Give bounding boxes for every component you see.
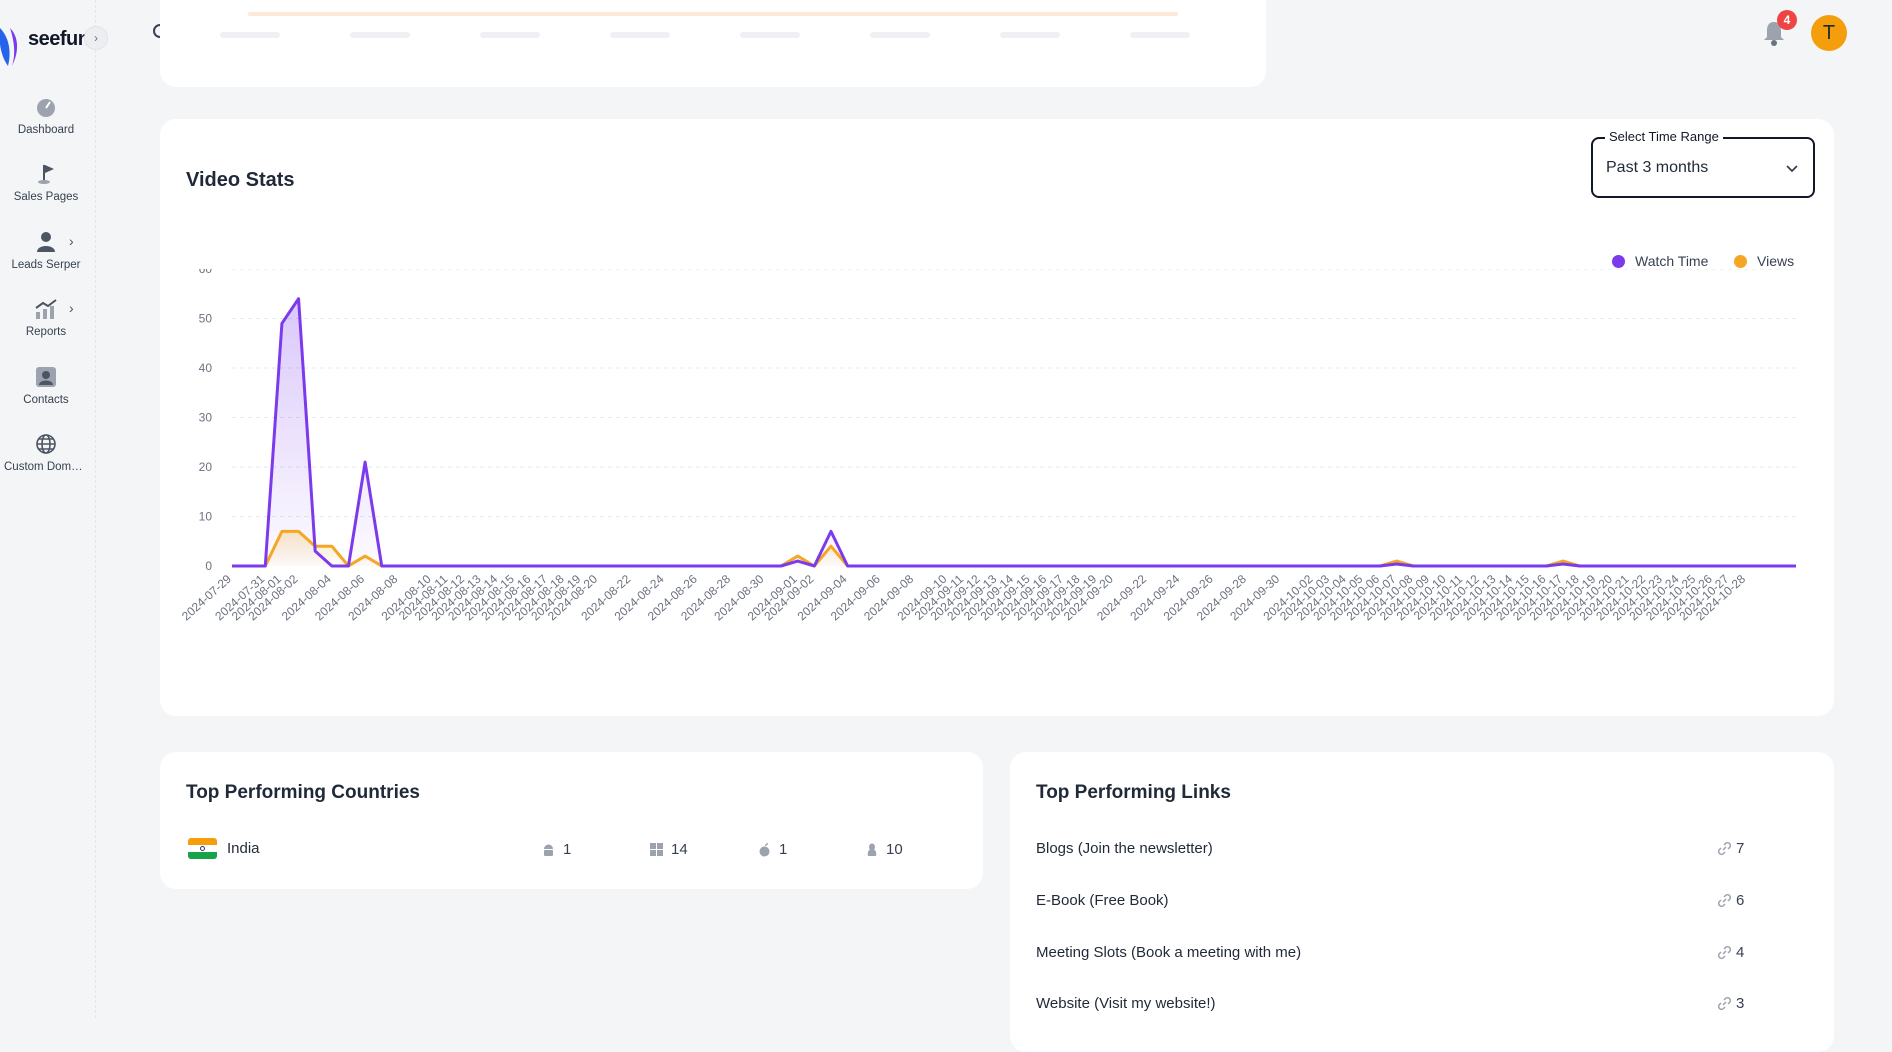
sidebar-item-sales-pages[interactable]: Sales Pages bbox=[0, 161, 92, 221]
link-click-count: 7 bbox=[1718, 840, 1744, 857]
sidebar-collapse-button[interactable]: › bbox=[84, 26, 108, 50]
windows-stat: 14 bbox=[650, 841, 688, 858]
link-label[interactable]: Website (Visit my website!) bbox=[1036, 995, 1216, 1012]
y-tick-label: 50 bbox=[199, 312, 213, 326]
link-icon bbox=[1718, 946, 1731, 959]
series-line bbox=[232, 529, 1796, 568]
link-icon bbox=[1718, 997, 1731, 1010]
video-stats-chart: 01020304050602024-07-292024-07-312024-08… bbox=[179, 269, 1796, 623]
faded-tick bbox=[350, 32, 410, 38]
sidebar-item-label: Dashboard bbox=[17, 124, 75, 136]
link-count-value: 7 bbox=[1736, 840, 1745, 857]
top-countries-card: Top Performing Countries India 1 14 1 10 bbox=[160, 752, 983, 889]
y-tick-label: 0 bbox=[205, 559, 212, 573]
link-icon bbox=[1718, 842, 1731, 855]
sidebar-item-label: Leads Serper bbox=[11, 259, 81, 271]
legend-item-watch-time[interactable]: Watch Time bbox=[1612, 253, 1708, 269]
windows-count: 14 bbox=[671, 841, 688, 858]
faded-tick bbox=[220, 32, 280, 38]
sidebar-item-custom-domains[interactable]: Custom Domains bbox=[0, 431, 92, 491]
android-icon bbox=[542, 843, 555, 857]
sidebar-item-label: Custom Domains bbox=[4, 461, 92, 473]
previous-chart-card bbox=[160, 0, 1266, 87]
windows-icon bbox=[650, 843, 663, 856]
chevron-right-icon: › bbox=[69, 300, 74, 316]
link-count-value: 4 bbox=[1736, 944, 1745, 961]
sidebar-item-contacts[interactable]: Contacts bbox=[0, 364, 92, 424]
linux-stat: 10 bbox=[866, 841, 903, 858]
link-click-count: 4 bbox=[1718, 944, 1744, 961]
notification-badge: 4 bbox=[1777, 10, 1797, 30]
time-range-select[interactable]: Select Time Range Past 3 months bbox=[1591, 129, 1815, 198]
apple-count: 1 bbox=[779, 841, 788, 858]
legend-swatch bbox=[1734, 254, 1747, 268]
android-stat: 1 bbox=[542, 841, 571, 858]
link-click-count: 6 bbox=[1718, 892, 1744, 909]
top-links-card: Top Performing Links Blogs (Join the new… bbox=[1010, 752, 1834, 1052]
video-stats-card: Video Stats Select Time Range Past 3 mon… bbox=[160, 119, 1834, 716]
brand-logo[interactable]: seefunnel bbox=[0, 14, 92, 70]
time-range-label: Select Time Range bbox=[1605, 129, 1723, 144]
video-stats-title: Video Stats bbox=[186, 169, 295, 191]
chevron-down-icon bbox=[1785, 161, 1799, 180]
chart-icon bbox=[33, 296, 59, 322]
time-range-value: Past 3 months bbox=[1606, 159, 1709, 176]
link-icon bbox=[1718, 894, 1731, 907]
legend-label: Watch Time bbox=[1635, 253, 1709, 269]
contact-card-icon bbox=[33, 364, 59, 390]
y-tick-label: 40 bbox=[199, 361, 213, 375]
link-click-count: 3 bbox=[1718, 995, 1744, 1012]
sidebar-item-label: Sales Pages bbox=[13, 191, 79, 203]
sidebar: seefunnel › Dashboard Sales Pages › Lead… bbox=[0, 0, 108, 1018]
faded-tick bbox=[480, 32, 540, 38]
faded-tick bbox=[1000, 32, 1060, 38]
top-links-title: Top Performing Links bbox=[1036, 782, 1231, 803]
sidebar-item-label: Reports bbox=[25, 326, 67, 338]
faded-chart-line bbox=[248, 12, 1178, 16]
legend-label: Views bbox=[1757, 253, 1795, 269]
sidebar-item-leads-serper[interactable]: › Leads Serper bbox=[0, 229, 92, 289]
linux-icon bbox=[866, 843, 878, 857]
y-tick-label: 30 bbox=[199, 411, 213, 425]
linux-count: 10 bbox=[886, 841, 903, 858]
link-count-value: 3 bbox=[1736, 995, 1745, 1012]
legend-item-views[interactable]: Views bbox=[1734, 253, 1794, 269]
sidebar-item-dashboard[interactable]: Dashboard bbox=[0, 94, 92, 154]
android-count: 1 bbox=[563, 841, 572, 858]
brand-name: seefunnel bbox=[28, 28, 92, 50]
link-label[interactable]: Meeting Slots (Book a meeting with me) bbox=[1036, 944, 1302, 961]
faded-tick bbox=[1130, 32, 1190, 38]
user-avatar[interactable]: T bbox=[1811, 15, 1847, 51]
faded-tick bbox=[870, 32, 930, 38]
sidebar-item-reports[interactable]: › Reports bbox=[0, 296, 92, 356]
user-icon bbox=[33, 229, 59, 255]
top-countries-title: Top Performing Countries bbox=[186, 782, 420, 803]
y-tick-label: 60 bbox=[199, 269, 213, 276]
dashboard-icon bbox=[33, 94, 59, 120]
legend-swatch bbox=[1612, 254, 1625, 268]
y-tick-label: 10 bbox=[199, 510, 213, 524]
link-label[interactable]: E-Book (Free Book) bbox=[1036, 892, 1169, 909]
faded-tick bbox=[610, 32, 670, 38]
y-tick-label: 20 bbox=[199, 460, 213, 474]
series-area bbox=[232, 298, 1796, 566]
apple-icon bbox=[758, 842, 771, 857]
faded-tick bbox=[740, 32, 800, 38]
country-name: India bbox=[227, 840, 260, 857]
sidebar-item-label: Contacts bbox=[23, 394, 69, 406]
link-count-value: 6 bbox=[1736, 892, 1745, 909]
india-flag-icon bbox=[188, 838, 217, 859]
globe-icon bbox=[33, 431, 59, 457]
series-line bbox=[232, 297, 1796, 568]
link-label[interactable]: Blogs (Join the newsletter) bbox=[1036, 840, 1213, 857]
apple-stat: 1 bbox=[758, 841, 787, 858]
chevron-right-icon: › bbox=[69, 233, 74, 249]
seefunnel-logo-icon bbox=[0, 28, 18, 66]
flag-icon bbox=[33, 161, 59, 187]
